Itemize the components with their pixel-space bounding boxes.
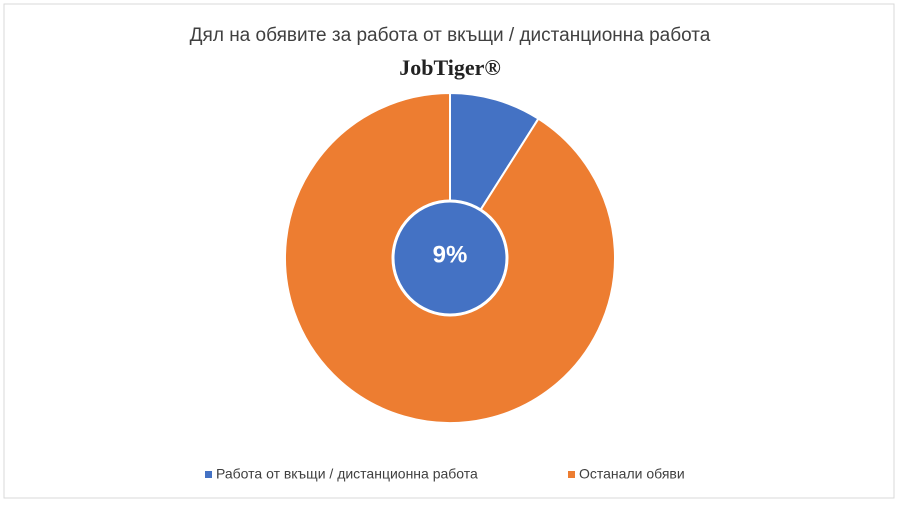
legend-label: Останали обяви xyxy=(579,466,685,482)
label-badge xyxy=(391,199,509,317)
legend-label: Работа от вкъщи / дистанционна работа xyxy=(216,466,478,482)
data-label: 9% xyxy=(433,241,468,268)
logo: JobTiger® xyxy=(399,55,501,80)
chart-title: Дял на обявите за работа от вкъщи / дист… xyxy=(190,25,711,46)
legend-marker xyxy=(568,471,575,478)
legend-marker xyxy=(205,471,212,478)
